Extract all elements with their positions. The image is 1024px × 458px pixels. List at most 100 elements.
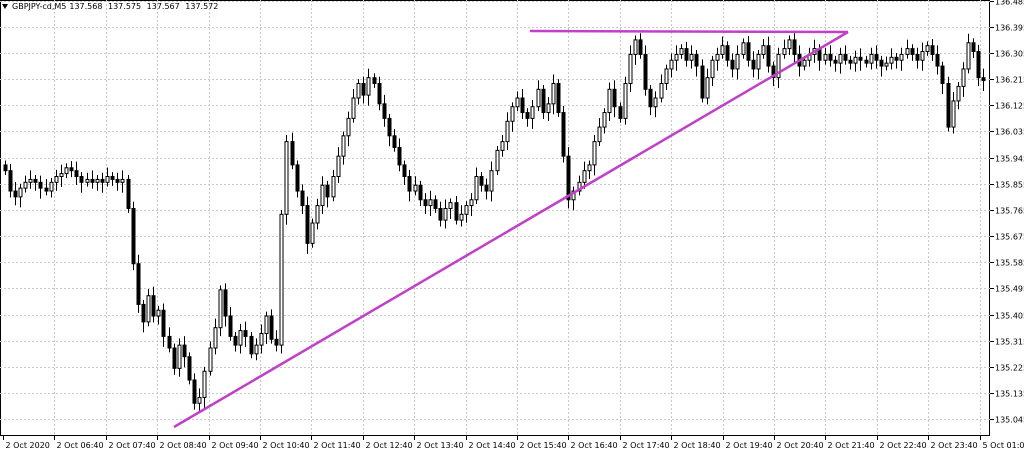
x-tick-label: 2 Oct 09:40 (212, 441, 259, 450)
candle-body-bear (911, 49, 914, 55)
candle-body-bear (9, 171, 12, 191)
candle-body-bull (885, 63, 888, 66)
chart-header: GBPJPY-cd,M5 137.568 137.575 137.567 137… (2, 2, 221, 11)
x-tick-label: 2 Oct 18:40 (674, 441, 721, 450)
candle-body-bull (357, 83, 360, 98)
candle-body-bear (916, 54, 919, 60)
candle-body-bull (96, 179, 99, 182)
candle-body-bull (906, 49, 909, 55)
candle-body-bull (762, 46, 765, 55)
candle-body-bear (378, 83, 381, 103)
y-tick-label: 136.035 (995, 128, 1024, 137)
candle-body-bull (788, 40, 791, 49)
candle-body-bull (629, 54, 632, 83)
plot-frame (1, 1, 990, 436)
candle-body-bull (337, 156, 340, 176)
candle-body-bull (65, 168, 68, 174)
x-tick-label: 2 Oct 10:40 (263, 441, 310, 450)
candle-body-bear (101, 179, 104, 182)
candle-body-bull (444, 208, 447, 220)
candle-body-bull (24, 182, 27, 188)
candle-body-bear (152, 296, 155, 316)
x-tick-label: 5 Oct 01:05 (983, 441, 1024, 450)
x-tick-label: 2 Oct 2020 (6, 441, 50, 450)
candle-body-bull (429, 200, 432, 206)
candle-body-bull (470, 200, 473, 206)
candle-body-bear (982, 78, 985, 81)
x-tick-label: 2 Oct 22:40 (880, 441, 927, 450)
candle-body-bull (367, 78, 370, 95)
symbol-dropdown-icon[interactable] (2, 4, 8, 9)
candle-body-bull (255, 345, 258, 354)
candle-body-bull (890, 57, 893, 63)
candle-body-bear (229, 316, 232, 336)
candle-body-bull (824, 54, 827, 60)
candle-body-bear (649, 89, 652, 106)
open-value: 137.568 (69, 2, 102, 11)
candle-body-bear (947, 83, 950, 127)
candle-body-bull (552, 83, 555, 103)
candle-body-bull (537, 89, 540, 106)
candle-body-bull (660, 83, 663, 98)
candle-body-bear (726, 46, 729, 61)
candle-body-bull (311, 223, 314, 243)
candle-body-bull (332, 177, 335, 197)
candle-body-bear (424, 200, 427, 206)
candle-body-bull (952, 101, 955, 127)
ascending-trendline[interactable] (174, 32, 848, 427)
candle-body-bear (834, 60, 837, 63)
candle-body-bull (280, 214, 283, 345)
resistance-line[interactable] (530, 31, 848, 32)
candle-body-bear (695, 54, 698, 66)
candle-body-bear (393, 136, 396, 148)
y-tick-label: 135.855 (995, 181, 1024, 190)
candle-body-bear (306, 206, 309, 244)
candle-body-bear (398, 147, 401, 164)
candle-body-bear (419, 185, 422, 200)
candle-body-bear (859, 57, 862, 60)
candle-body-bull (670, 60, 673, 69)
candle-body-bull (106, 177, 109, 183)
candle-body-bear (485, 185, 488, 191)
candle-body-bull (926, 46, 929, 52)
candle-body-bull (967, 43, 970, 69)
y-tick-label: 135.585 (995, 259, 1024, 268)
candle-body-bear (829, 54, 832, 60)
candle-body-bull (203, 371, 206, 397)
candle-body-bull (265, 316, 268, 333)
candle-body-bull (157, 310, 160, 316)
high-value: 137.575 (108, 2, 141, 11)
candle-body-bear (14, 191, 17, 197)
candle-body-bear (142, 304, 145, 321)
candle-body-bull (347, 118, 350, 135)
candle-body-bull (260, 333, 263, 345)
candle-body-bull (465, 206, 468, 215)
candle-body-bear (193, 380, 196, 403)
candle-body-bear (296, 165, 299, 191)
candle-body-bull (214, 328, 217, 348)
candle-body-bear (80, 177, 83, 183)
x-tick-label: 2 Oct 17:40 (623, 441, 670, 450)
candle-body-bear (137, 264, 140, 305)
candle-body-bear (844, 54, 847, 60)
y-tick-label: 136.215 (995, 76, 1024, 85)
candle-body-bull (501, 142, 504, 151)
candle-body-bear (224, 290, 227, 316)
candle-body-bear (480, 177, 483, 186)
candle-body-bull (900, 54, 903, 60)
candle-body-bear (895, 57, 898, 60)
candle-body-bear (301, 191, 304, 206)
candle-body-bear (701, 66, 704, 98)
x-tick-label: 2 Oct 15:40 (520, 441, 567, 450)
candle-body-bull (665, 69, 668, 84)
y-tick-label: 135.045 (995, 416, 1024, 425)
candle-body-bear (70, 168, 73, 171)
candle-body-bull (219, 290, 222, 328)
candle-body-bear (291, 142, 294, 165)
candle-body-bear (388, 118, 391, 135)
x-tick-label: 2 Oct 16:40 (571, 441, 618, 450)
y-tick-label: 135.135 (995, 390, 1024, 399)
candle-body-bear (793, 40, 796, 55)
